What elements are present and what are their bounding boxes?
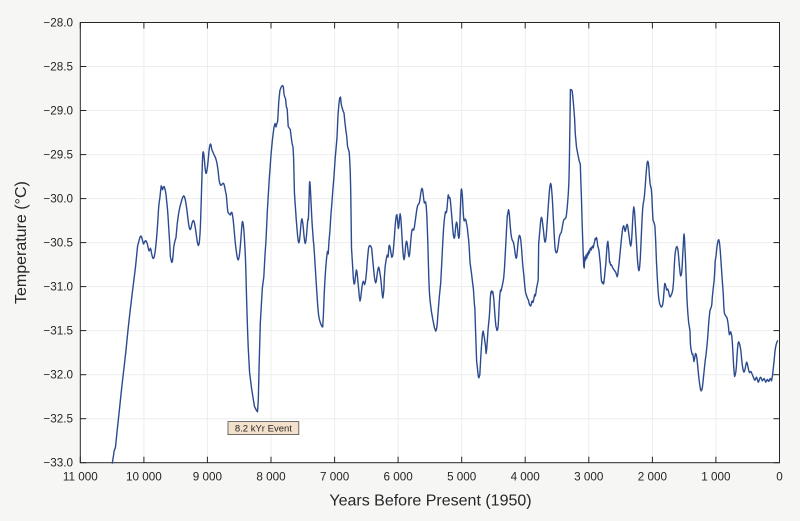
svg-text:−31.5: −31.5 [43,325,73,338]
svg-text:5 000: 5 000 [447,471,477,484]
svg-text:8 000: 8 000 [256,471,286,484]
svg-text:10 000: 10 000 [126,471,162,484]
svg-text:4 000: 4 000 [511,471,541,484]
svg-text:−30.5: −30.5 [43,237,73,250]
svg-text:Years Before Present (1950): Years Before Present (1950) [329,493,531,510]
svg-text:−28.5: −28.5 [43,61,73,74]
svg-text:6 000: 6 000 [383,471,413,484]
svg-text:3 000: 3 000 [574,471,604,484]
svg-text:2 000: 2 000 [638,471,668,484]
svg-text:−29.0: −29.0 [43,105,73,118]
svg-text:8.2 kYr Event: 8.2 kYr Event [235,424,292,435]
svg-text:0: 0 [776,471,783,484]
svg-text:9 000: 9 000 [193,471,223,484]
svg-text:Temperature (°C): Temperature (°C) [13,181,30,304]
svg-text:−32.5: −32.5 [43,413,73,426]
svg-text:1 000: 1 000 [701,471,731,484]
svg-text:−29.5: −29.5 [43,149,73,162]
svg-text:7 000: 7 000 [320,471,350,484]
svg-text:11 000: 11 000 [63,471,98,484]
svg-text:−32.0: −32.0 [43,369,73,382]
svg-text:−33.0: −33.0 [43,457,73,470]
svg-text:−31.0: −31.0 [43,281,73,294]
svg-text:−30.0: −30.0 [43,193,73,206]
svg-text:−28.0: −28.0 [43,17,73,30]
